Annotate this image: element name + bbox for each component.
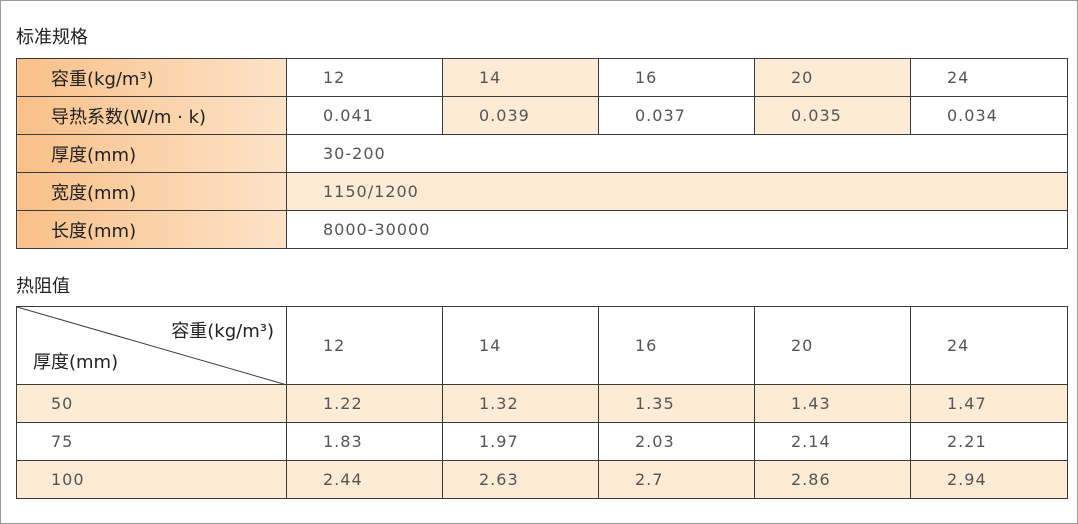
- corner-top: 容重(kg/m³): [171, 321, 274, 342]
- row-label: 75: [16, 422, 287, 461]
- cell: 0.034: [910, 96, 1068, 135]
- section-title: 标准规格: [16, 27, 88, 48]
- cell: 2.44: [286, 460, 443, 499]
- cell: 0.035: [754, 96, 911, 135]
- cell: 30-200: [286, 134, 1068, 173]
- cell: 2.63: [442, 460, 599, 499]
- row: 100 2.44 2.63 2.7 2.86 2.94: [16, 460, 1068, 499]
- section-title: 热阻值: [16, 276, 70, 297]
- row: 长度(mm) 8000-30000: [16, 210, 1068, 249]
- cell: 1.83: [286, 422, 443, 461]
- row-label: 导热系数(W/m · k): [16, 96, 287, 135]
- cell: 1.22: [286, 384, 443, 423]
- row: 厚度(mm) 30-200: [16, 134, 1068, 173]
- column-header: 14: [442, 306, 599, 385]
- cell: 1.47: [910, 384, 1068, 423]
- cell: 2.7: [598, 460, 755, 499]
- cell: 2.14: [754, 422, 911, 461]
- cell: 2.03: [598, 422, 755, 461]
- cell: 16: [598, 58, 755, 97]
- cell: 1.97: [442, 422, 599, 461]
- diagonal: [17, 307, 287, 385]
- cell: 12: [286, 58, 443, 97]
- row-label: 50: [16, 384, 287, 423]
- cell: 0.037: [598, 96, 755, 135]
- corner-bottom: 厚度(mm): [33, 352, 119, 373]
- cell: 14: [442, 58, 599, 97]
- row-label: 100: [16, 460, 287, 499]
- row: 宽度(mm) 1150/1200: [16, 172, 1068, 211]
- row-label: 长度(mm): [16, 210, 287, 249]
- resistance-table: 容重(kg/m³) 厚度(mm) 12 14 16 20 24 50 1.22 1.32 1.35 1…: [16, 306, 1068, 499]
- cell: 20: [754, 58, 911, 97]
- cell: 0.041: [286, 96, 443, 135]
- row: 容重(kg/m³) 12 14 16 20 24: [16, 58, 1068, 97]
- row: 导热系数(W/m · k) 0.041 0.039 0.037 0.035 0.034: [16, 96, 1068, 135]
- cell: 2.21: [910, 422, 1068, 461]
- column-header: 20: [754, 306, 911, 385]
- header-row: 容重(kg/m³) 厚度(mm) 12 14 16 20 24: [16, 306, 1068, 385]
- row-label: 宽度(mm): [16, 172, 287, 211]
- corner-cell: 容重(kg/m³) 厚度(mm): [16, 306, 287, 385]
- cell: 1.32: [442, 384, 599, 423]
- column-header: 12: [286, 306, 443, 385]
- column-header: 24: [910, 306, 1068, 385]
- cell: 1150/1200: [286, 172, 1068, 211]
- row: 75 1.83 1.97 2.03 2.14 2.21: [16, 422, 1068, 461]
- row-label: 容重(kg/m³): [16, 58, 287, 97]
- cell: 2.86: [754, 460, 911, 499]
- cell: 2.94: [910, 460, 1068, 499]
- row-label: 厚度(mm): [16, 134, 287, 173]
- cell: 8000-30000: [286, 210, 1068, 249]
- cell: 0.039: [442, 96, 599, 135]
- column-header: 16: [598, 306, 755, 385]
- cell: 1.43: [754, 384, 911, 423]
- row: 50 1.22 1.32 1.35 1.43 1.47: [16, 384, 1068, 423]
- cell: 1.35: [598, 384, 755, 423]
- cell: 24: [910, 58, 1068, 97]
- spec-table: 容重(kg/m³) 12 14 16 20 24 导热系数(W/m · k) 0.041 0.0…: [16, 58, 1068, 249]
